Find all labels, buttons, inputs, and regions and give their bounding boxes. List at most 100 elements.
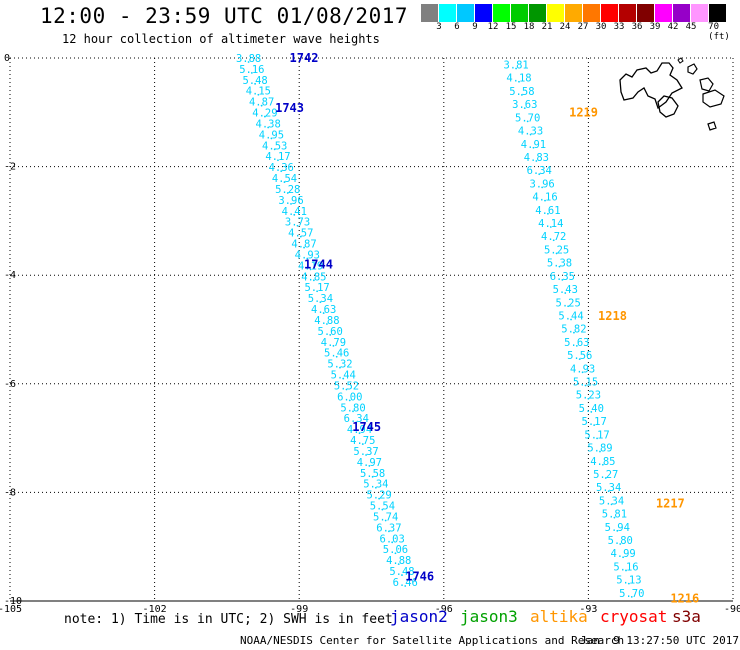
track-point [316, 290, 319, 293]
wave-height-value: 4.41 [282, 206, 307, 218]
track-point [518, 80, 520, 83]
track-point [523, 107, 526, 110]
x-tick-label: -90 [724, 604, 740, 615]
wave-height-value: 5.82 [561, 324, 586, 336]
wave-height-value: 4.53 [262, 140, 287, 152]
x-tick-label: -93 [579, 604, 597, 615]
track-point [578, 358, 581, 361]
y-tick-label: -10 [4, 596, 22, 607]
y-tick-label: -4 [4, 270, 16, 281]
legend-s3a: s3a [672, 607, 701, 626]
color-scale-cell [511, 4, 529, 22]
track-point [391, 541, 394, 544]
color-scale-label: 21 [541, 22, 553, 32]
color-scale-label: 3 [436, 22, 442, 32]
wave-height-value: 5.44 [331, 370, 356, 382]
wave-height-value: 6.46 [393, 577, 418, 589]
track-point [544, 199, 546, 202]
color-scale-label: 18 [523, 22, 535, 32]
wave-height-value: 5.56 [567, 350, 592, 362]
track-point [306, 257, 309, 260]
color-scale-cell [583, 4, 601, 22]
wave-height-value: 5.38 [547, 258, 572, 270]
track-point [584, 384, 587, 387]
wave-height-value: 5.44 [558, 310, 583, 322]
color-scale-label: 33 [613, 22, 625, 32]
wave-height-value: 5.25 [544, 244, 569, 256]
track-point [312, 279, 315, 282]
wave-height-value: 4.93 [295, 249, 320, 261]
wave-height-value: 4.63 [311, 304, 336, 316]
track-point [277, 159, 279, 162]
legend-altika: altika [530, 607, 588, 626]
track-point [303, 246, 305, 249]
track-point [381, 508, 384, 511]
wave-height-value: 4.54 [272, 173, 297, 185]
track-point [286, 192, 289, 194]
wave-height-value: 5.58 [360, 468, 385, 480]
color-scale-label: 70 (ft) [708, 22, 730, 42]
track-point [613, 516, 616, 519]
wave-height-value: 4.72 [541, 231, 566, 243]
track-point [326, 323, 328, 325]
track-point [368, 465, 371, 467]
galapagos-coastline [619, 57, 725, 131]
track-point [535, 160, 538, 162]
track-point [247, 61, 250, 63]
footer-credit: NOAA/NESDIS Center for Satellite Applica… [240, 634, 625, 647]
track-point [575, 344, 578, 347]
y-tick-label: 0 [4, 53, 10, 64]
track-point [319, 301, 322, 304]
wave-height-value: 4.88 [386, 555, 411, 567]
track-point [345, 388, 348, 391]
color-scale-labels: 3 6 9 12 15 18 21 24 27 30 33 36 39 42 45 70 (ft) [421, 22, 740, 42]
y-tick-label: -6 [4, 379, 16, 390]
color-scale-bar [421, 4, 727, 22]
wave-height-value: 5.40 [579, 403, 604, 415]
wave-height-value: 4.91 [521, 139, 546, 151]
track-point [581, 371, 584, 374]
track-point [570, 318, 572, 321]
legend-jason3: jason3 [460, 607, 518, 626]
color-scale-label: 12 [487, 22, 499, 32]
color-scale-cell [619, 4, 637, 22]
track-point [616, 529, 619, 532]
track-point [309, 268, 312, 271]
color-scale-cell [673, 4, 691, 22]
wave-height-value: 4.87 [291, 239, 316, 251]
color-scale-label: 6 [454, 22, 460, 32]
color-scale-label: 42 [667, 22, 679, 32]
track-point [596, 437, 598, 440]
track-point [404, 585, 407, 587]
wave-height-value: 5.13 [616, 575, 641, 587]
wave-height-value: 5.17 [584, 429, 609, 441]
wave-height-value: 4.17 [265, 151, 290, 163]
wave-height-value: 6.34 [527, 165, 552, 177]
track-point [358, 432, 361, 435]
track-point [630, 595, 633, 598]
pass-time-label: 1744 [304, 257, 333, 271]
wave-height-value: 5.74 [373, 511, 398, 523]
pass-time-label: 1746 [405, 570, 434, 584]
wave-height-value: 6.37 [376, 522, 401, 534]
track-point [260, 104, 263, 107]
track-point [322, 312, 325, 314]
wave-height-value: 5.32 [327, 359, 352, 371]
pass-time-label: 1217 [656, 496, 685, 510]
track-point [604, 477, 607, 479]
wave-height-value: 4.61 [535, 205, 560, 217]
wave-height-value: 5.58 [509, 86, 534, 98]
wave-height-value: 5.60 [318, 326, 343, 338]
wave-height-value: 4.88 [314, 315, 339, 327]
pass-time-label: 1219 [569, 105, 598, 119]
wave-height-value: 5.54 [370, 501, 395, 513]
map-title: 12:00 - 23:59 UTC 01/08/2017 [40, 4, 409, 28]
pass-time-label: 1742 [290, 51, 319, 65]
track-point [397, 563, 400, 566]
wave-height-value: 3.96 [278, 195, 303, 207]
wave-height-value: 4.18 [506, 73, 531, 85]
track-point [374, 486, 377, 489]
track-point [273, 148, 276, 151]
color-scale-label: 36 [631, 22, 643, 32]
track-point [401, 574, 403, 576]
